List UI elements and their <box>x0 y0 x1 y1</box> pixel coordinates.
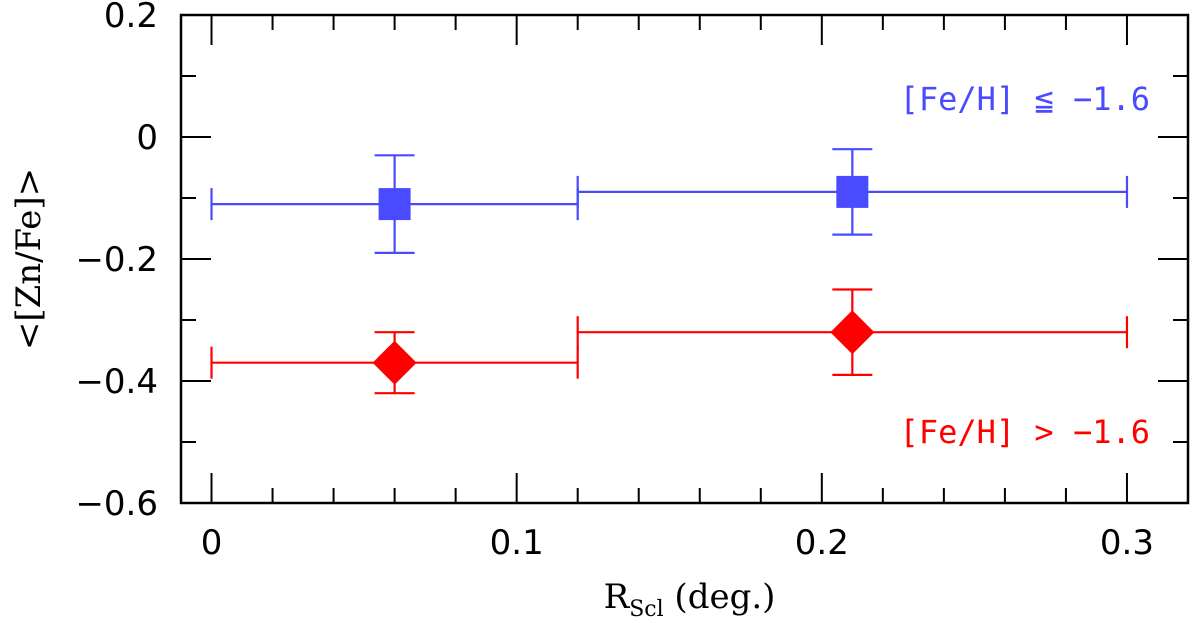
data-point-square <box>378 188 411 221</box>
legend-entry-metal-rich: [Fe/H] > −1.6 <box>900 413 1150 451</box>
x-axis-title-subscript: Scl <box>629 597 663 622</box>
y-tick-label: 0.2 <box>104 0 158 36</box>
x-tick-label: 0.1 <box>490 523 544 563</box>
x-tick-label: 0.2 <box>795 523 849 563</box>
tick-labels: 0 0.1 0.2 0.3 −0.6 −0.4 −0.2 0 0.2 <box>75 0 1154 563</box>
x-tick-label: 0 <box>201 523 223 563</box>
x-axis-title-main: R <box>604 577 631 617</box>
data-point-square <box>836 175 869 208</box>
series <box>210 148 1129 395</box>
y-tick-label: −0.4 <box>75 362 158 402</box>
legend-entry-metal-poor: [Fe/H] ≦ −1.6 <box>900 80 1150 118</box>
y-tick-label: −0.2 <box>75 240 158 280</box>
x-tick-label: 0.3 <box>1100 523 1154 563</box>
y-tick-label: 0 <box>136 118 158 158</box>
y-axis-title: <[Zn/Fe]> <box>9 168 49 350</box>
x-axis-title-suffix: (deg.) <box>664 577 776 617</box>
x-axis-title: RScl (deg.) <box>604 577 776 622</box>
data-point-diamond <box>372 340 417 385</box>
series-0 <box>210 148 1129 254</box>
data-point-diamond <box>830 310 875 355</box>
series-1 <box>210 288 1129 395</box>
ticks <box>181 14 1188 504</box>
y-tick-label: −0.6 <box>75 484 158 524</box>
